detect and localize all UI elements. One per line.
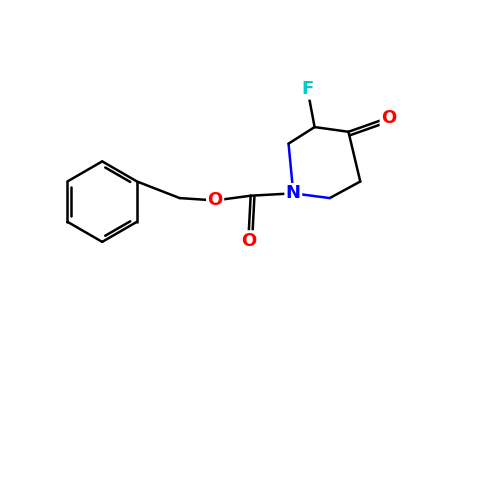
Text: O: O (207, 192, 223, 209)
Text: O: O (381, 109, 396, 126)
Text: F: F (301, 80, 314, 98)
Text: N: N (286, 184, 301, 202)
Text: O: O (240, 232, 256, 250)
